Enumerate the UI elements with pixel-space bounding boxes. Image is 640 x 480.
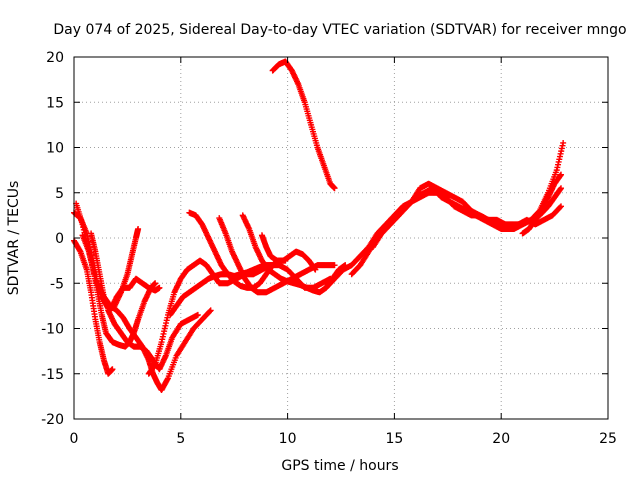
data-point (331, 262, 338, 269)
y-tick-label: -20 (41, 412, 64, 428)
data-points (71, 58, 567, 394)
data-point (558, 203, 565, 210)
y-tick-label: -10 (41, 322, 64, 338)
y-tick-label: 10 (46, 141, 64, 157)
data-series (71, 237, 116, 377)
grid-lines (74, 57, 608, 419)
x-tick-label: 0 (70, 431, 79, 447)
x-tick-label: 15 (385, 431, 403, 447)
data-point (156, 284, 163, 291)
data-point (207, 307, 214, 314)
x-tick-label: 5 (176, 431, 185, 447)
y-tick-label: 15 (46, 95, 64, 111)
data-series (105, 307, 201, 373)
y-axis-label: SDTVAR / TECUs (6, 181, 22, 296)
data-series (216, 215, 338, 296)
chart-title: Day 074 of 2025, Sidereal Day-to-day VTE… (53, 22, 626, 38)
data-point (152, 280, 159, 287)
data-point (206, 308, 213, 315)
data-point (312, 266, 319, 273)
axis-ticks: 0 5 10 15 20 25 -20 -15 -10 -5 0 5 10 15 20 (41, 50, 617, 447)
y-tick-label: 0 (55, 231, 64, 247)
y-tick-label: -15 (41, 367, 64, 383)
x-tick-label: 25 (599, 431, 617, 447)
data-point (558, 171, 565, 178)
data-point (558, 185, 565, 192)
data-series (258, 232, 319, 273)
data-series (370, 185, 565, 251)
y-tick-label: -5 (50, 276, 64, 292)
data-point (560, 139, 567, 146)
data-series (88, 230, 163, 314)
data-series (269, 58, 338, 192)
x-tick-label: 10 (279, 431, 297, 447)
y-tick-label: 20 (46, 50, 64, 66)
y-tick-label: 5 (55, 186, 64, 202)
data-point (331, 185, 338, 192)
data-series (519, 171, 565, 237)
data-point (109, 366, 116, 373)
data-point (194, 311, 201, 318)
x-axis-label: GPS time / hours (281, 458, 398, 474)
data-point (135, 225, 142, 232)
data-point (557, 204, 564, 211)
x-tick-label: 20 (492, 431, 510, 447)
